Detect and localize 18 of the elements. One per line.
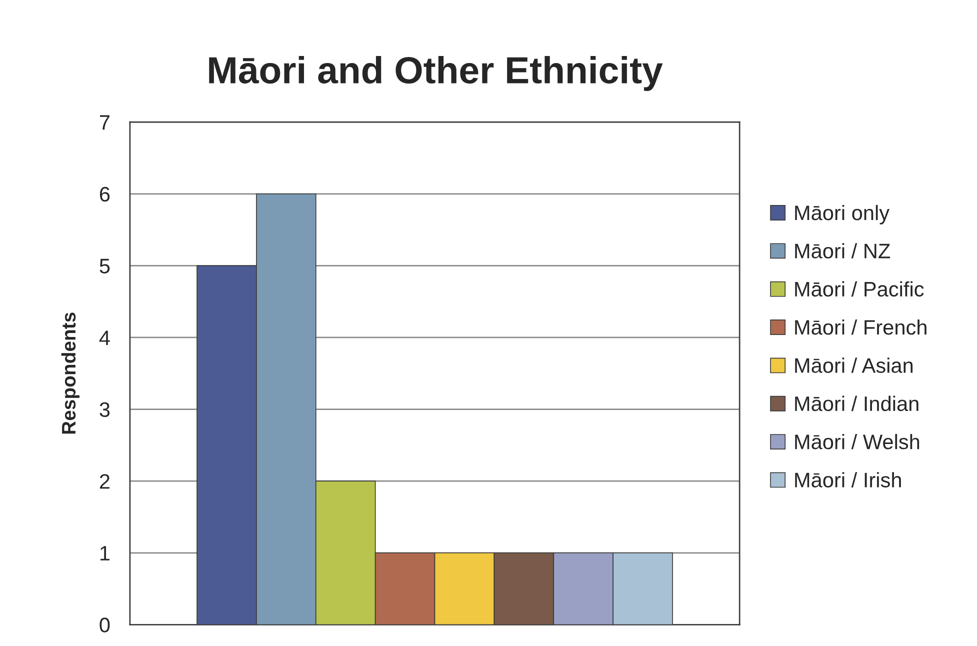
y-tick-label: 4 [99,330,110,346]
legend-label: Māori / Pacific [795,281,924,297]
y-axis-title: Respondents [61,312,80,434]
y-tick-label: 5 [100,258,110,274]
legend-label: Māori / Irish [795,472,901,488]
legend-label: Māori / Welsh [795,434,920,450]
y-tick-label: 7 [100,115,110,130]
legend-label: Māori / Indian [795,396,918,412]
legend-label: Māori / French [795,319,926,335]
y-tick-label: 3 [100,402,110,418]
legend-label: Māori / Asian [795,358,913,373]
y-tick-label: 0 [100,618,110,632]
legend-label: Māori / NZ [795,243,890,258]
y-tick-label: 2 [100,474,110,489]
y-tick-label: 6 [100,186,110,202]
chart-title: Māori and Other Ethnicity [209,56,663,91]
legend-label: Māori only [795,204,890,224]
y-tick-label: 1 [100,546,110,560]
